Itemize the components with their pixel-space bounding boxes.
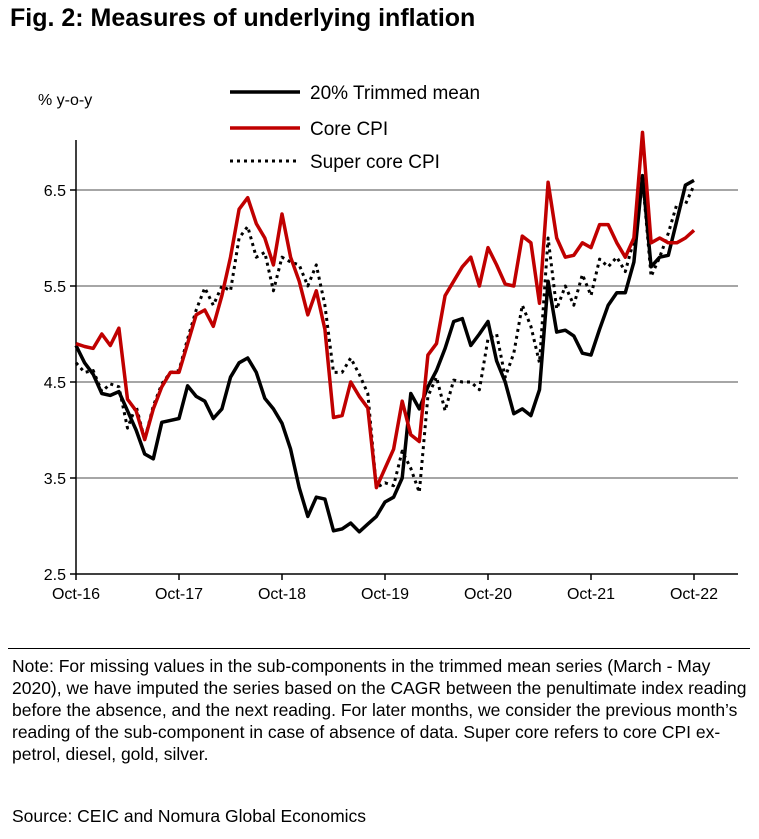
- x-axis: Oct-16 Oct-17 Oct-18 Oct-19 Oct-20 Oct-21 Oct-…: [52, 573, 738, 603]
- y-tick-label: 6.5: [44, 183, 66, 200]
- x-tick-label: Oct-18: [258, 586, 306, 603]
- y-tick-label: 3.5: [44, 471, 66, 488]
- note-divider: [8, 648, 750, 649]
- y-tick-label: 5.5: [44, 279, 66, 296]
- figure-title: Fig. 2: Measures of underlying inflation: [10, 4, 476, 32]
- series-line-core-cpi: [75, 130, 696, 490]
- x-tick-label: Oct-22: [670, 586, 718, 603]
- y-tick-label: 2.5: [44, 567, 66, 584]
- x-tick-label: Oct-19: [361, 586, 409, 603]
- x-tick-label: Oct-17: [155, 586, 203, 603]
- series-lines: [74, 130, 696, 534]
- x-tick-label: Oct-21: [567, 586, 615, 603]
- legend-label-super-core-cpi: Super core CPI: [310, 152, 440, 173]
- y-tick-label: 4.5: [44, 375, 66, 392]
- y-axis-label: % y-o-y: [38, 92, 92, 109]
- y-axis: 2.5 3.5 4.5 5.5 6.5 % y-o-y: [38, 92, 92, 584]
- series-line-20-trimmed-mean: [74, 173, 695, 534]
- figure-source: Source: CEIC and Nomura Global Economics: [12, 806, 367, 826]
- grid-lines: [76, 189, 738, 479]
- legend-label-core-cpi: Core CPI: [310, 119, 388, 140]
- legend-label-20-trimmed-mean: 20% Trimmed mean: [310, 83, 480, 104]
- legend: 20% Trimmed mean Core CPI Super core CPI: [230, 83, 480, 173]
- chart-area: 2.53.54.55.56.5% y-o-y Oct-16 Oct-17 Oct-1…: [38, 83, 738, 603]
- x-tick-label: Oct-16: [52, 586, 100, 603]
- figure-note: Note: For missing values in the sub-comp…: [12, 656, 747, 764]
- x-tick-label: Oct-20: [464, 586, 512, 603]
